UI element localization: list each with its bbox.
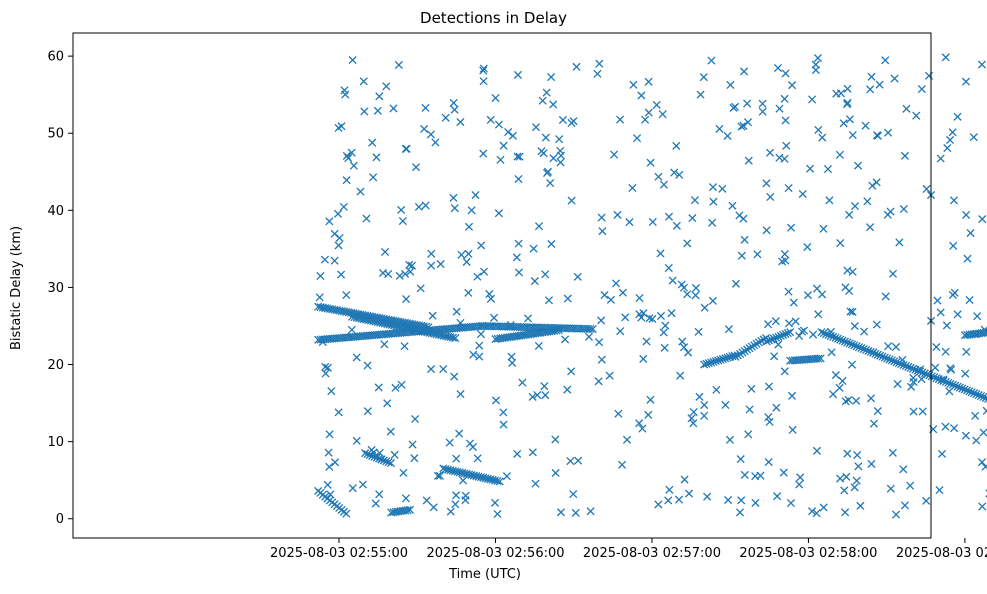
chart-title: Detections in Delay [420,9,567,27]
y-tick-label: 30 [47,281,64,296]
y-tick-label: 60 [47,50,64,65]
x-tick-label: 2025-08-03 02:59:00 [896,546,987,561]
x-tick-label: 2025-08-03 02:56:00 [426,546,564,561]
y-axis-label: Bistatic Delay (km) [9,226,24,350]
y-tick-label: 40 [47,204,64,219]
y-tick-label: 0 [56,512,64,527]
x-tick-label: 2025-08-03 02:55:00 [270,546,408,561]
x-tick-label: 2025-08-03 02:58:00 [739,546,877,561]
x-tick-label: 2025-08-03 02:57:00 [583,546,721,561]
y-tick-label: 20 [47,358,64,373]
x-axis-label: Time (UTC) [448,567,521,582]
y-tick-label: 50 [47,127,64,142]
y-tick-label: 10 [47,435,64,450]
